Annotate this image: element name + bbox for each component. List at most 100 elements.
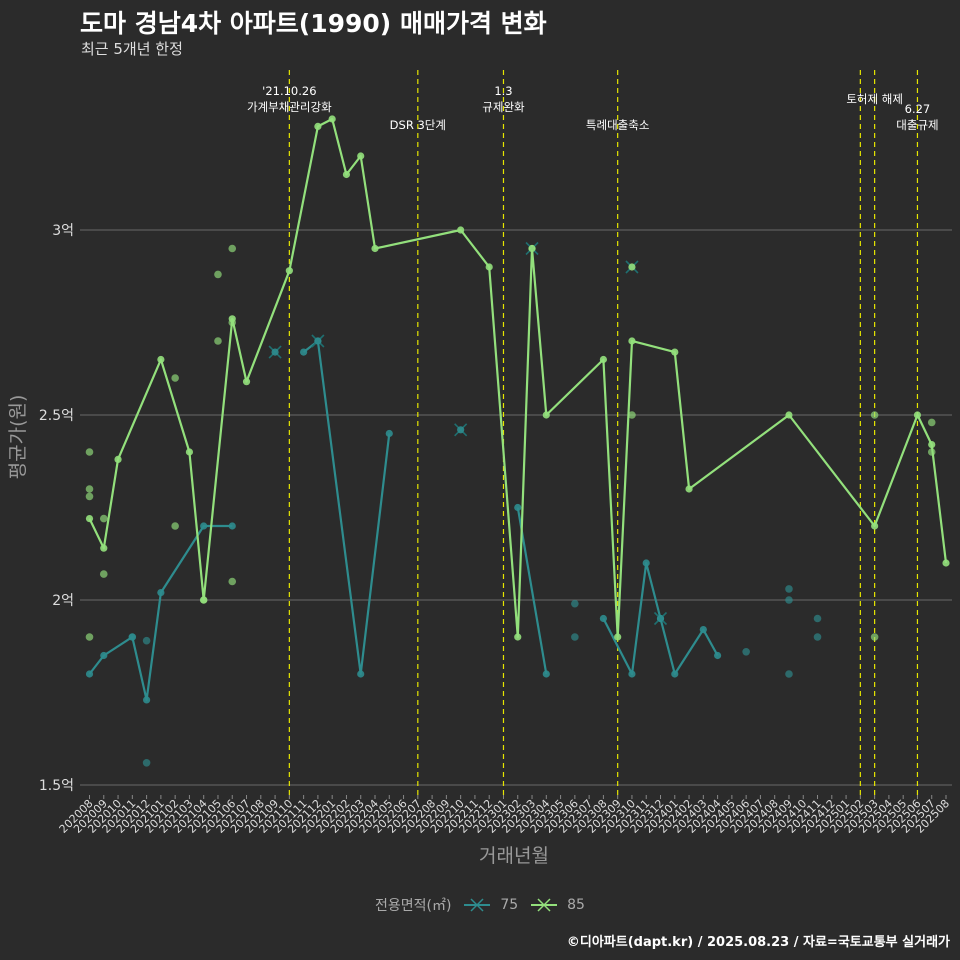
data-point [514,503,522,512]
legend-key-85 [530,898,557,912]
data-point [228,522,236,530]
data-point [614,633,622,641]
legend-title: 전용면적(㎡) [375,898,452,914]
event-label: 6.27 대출규제 [896,102,938,132]
data-point [200,522,208,530]
data-point [99,514,108,523]
y-tick-label: 1.5억 [39,778,74,794]
data-point [871,522,879,530]
data-point [870,633,879,641]
data-point [514,633,522,641]
y-tick-label: 2.5억 [39,408,74,424]
event-label: DSR 3단계 [390,118,446,132]
data-point [785,411,793,419]
data-point [628,263,636,271]
series-75 [85,334,822,767]
data-point [714,651,722,660]
data-point [457,426,465,434]
data-point [85,492,94,501]
data-point [942,559,950,567]
data-point [200,596,208,604]
data-point [671,670,679,678]
data-point [628,337,636,345]
data-point [357,152,365,160]
data-point [214,270,222,279]
data-point [870,411,879,419]
legend: 전용면적(㎡) 75 85 [0,895,960,915]
data-point [85,670,94,678]
data-point [171,522,179,530]
data-point [927,418,936,427]
data-point [671,348,679,356]
data-point [571,599,579,608]
data-point [285,267,293,275]
data-point [171,374,179,382]
data-point [228,577,237,586]
data-point [214,337,222,345]
data-point [271,348,279,356]
legend-key-75 [463,898,490,912]
data-point [542,670,550,678]
x-axis-label: 거래년월 [479,845,549,867]
data-point [228,244,237,253]
axes: 1.5억2억2.5억3억2020082020092020102020112020… [39,223,952,836]
event-label: 1.3 규제완화 [482,84,525,114]
data-point [656,614,665,623]
y-tick-label: 3억 [52,223,74,239]
data-point [371,244,379,253]
data-point [157,589,165,597]
data-point [99,570,108,578]
event-label: '21.10.26 가계부채관리강화 [247,84,332,114]
data-point [785,585,793,593]
data-point [742,648,750,656]
data-point [571,633,579,641]
data-point [142,759,151,767]
data-point [542,411,550,419]
event-label: 특례대출축소 [586,118,649,132]
data-point [314,122,322,130]
series-line [88,524,233,702]
data-point [485,263,493,271]
data-point [157,355,165,364]
data-point [628,670,636,678]
data-point [85,633,94,641]
data-point [699,626,707,634]
data-point [928,441,936,449]
series-layer [85,115,950,767]
data-point [913,411,922,419]
data-point [143,696,151,704]
data-point [328,115,336,123]
data-point [685,485,693,493]
data-point [642,559,650,567]
data-point [813,633,822,641]
data-point [100,651,108,660]
data-point [142,636,151,645]
data-point [228,315,236,323]
data-point [85,485,94,493]
data-point [100,544,108,552]
data-point [357,670,365,678]
data-point [85,515,94,523]
chart-title: 도마 경남4차 아파트(1990) 매매가격 변화 [80,9,547,38]
data-point [300,348,308,356]
legend-label-85: 85 [567,897,585,913]
data-point [314,337,322,345]
data-point [114,455,122,463]
data-point [185,448,194,456]
legend-label-75: 75 [500,897,519,913]
series-85 [85,115,950,641]
data-point [785,670,793,678]
data-point [528,244,536,253]
series-line [88,117,948,639]
y-tick-label: 2억 [52,593,74,609]
series-line [302,339,391,676]
data-point [85,448,94,456]
source-caption: ©디아파트(dapt.kr) / 2025.08.23 / 자료=국토교통부 실… [566,935,950,950]
data-point [628,411,636,419]
chart-subtitle: 최근 5개년 한정 [81,40,183,58]
event-label: 토허제 해제 [846,92,903,106]
data-point [599,614,608,623]
data-point [128,633,136,641]
